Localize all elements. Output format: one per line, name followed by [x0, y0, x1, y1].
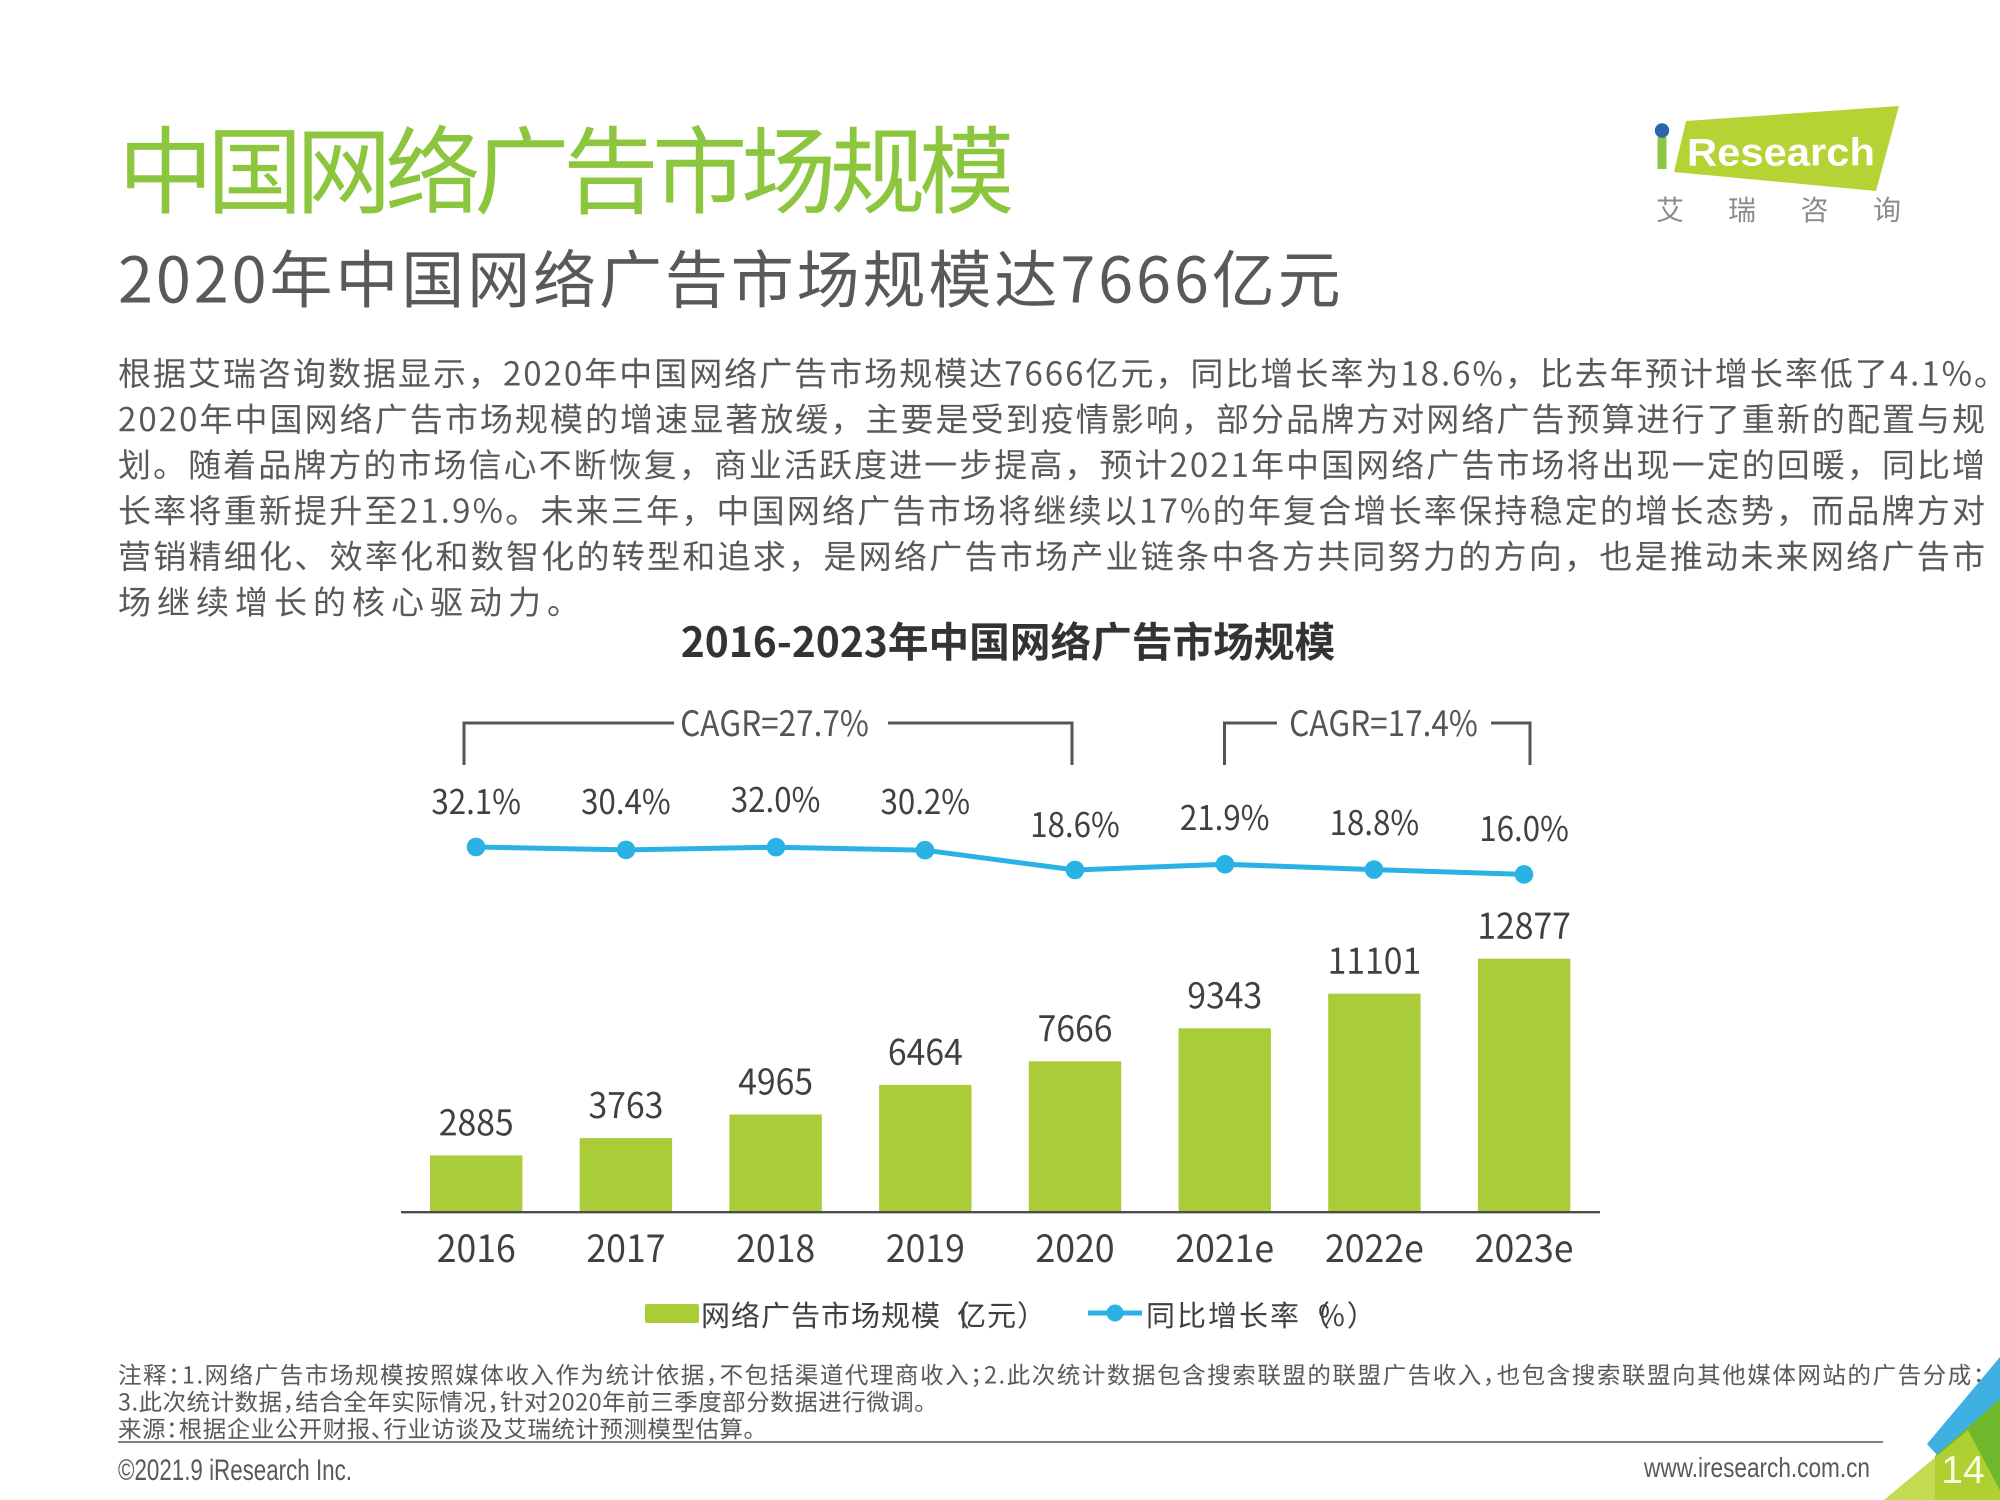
- svg-text:14: 14: [1941, 1449, 1984, 1492]
- svg-text:©2021.9 iResearch Inc.: ©2021.9 iResearch Inc.: [118, 1454, 352, 1487]
- svg-text:www.iresearch.com.cn: www.iresearch.com.cn: [1643, 1452, 1870, 1483]
- svg-text:Research: Research: [1687, 132, 1875, 175]
